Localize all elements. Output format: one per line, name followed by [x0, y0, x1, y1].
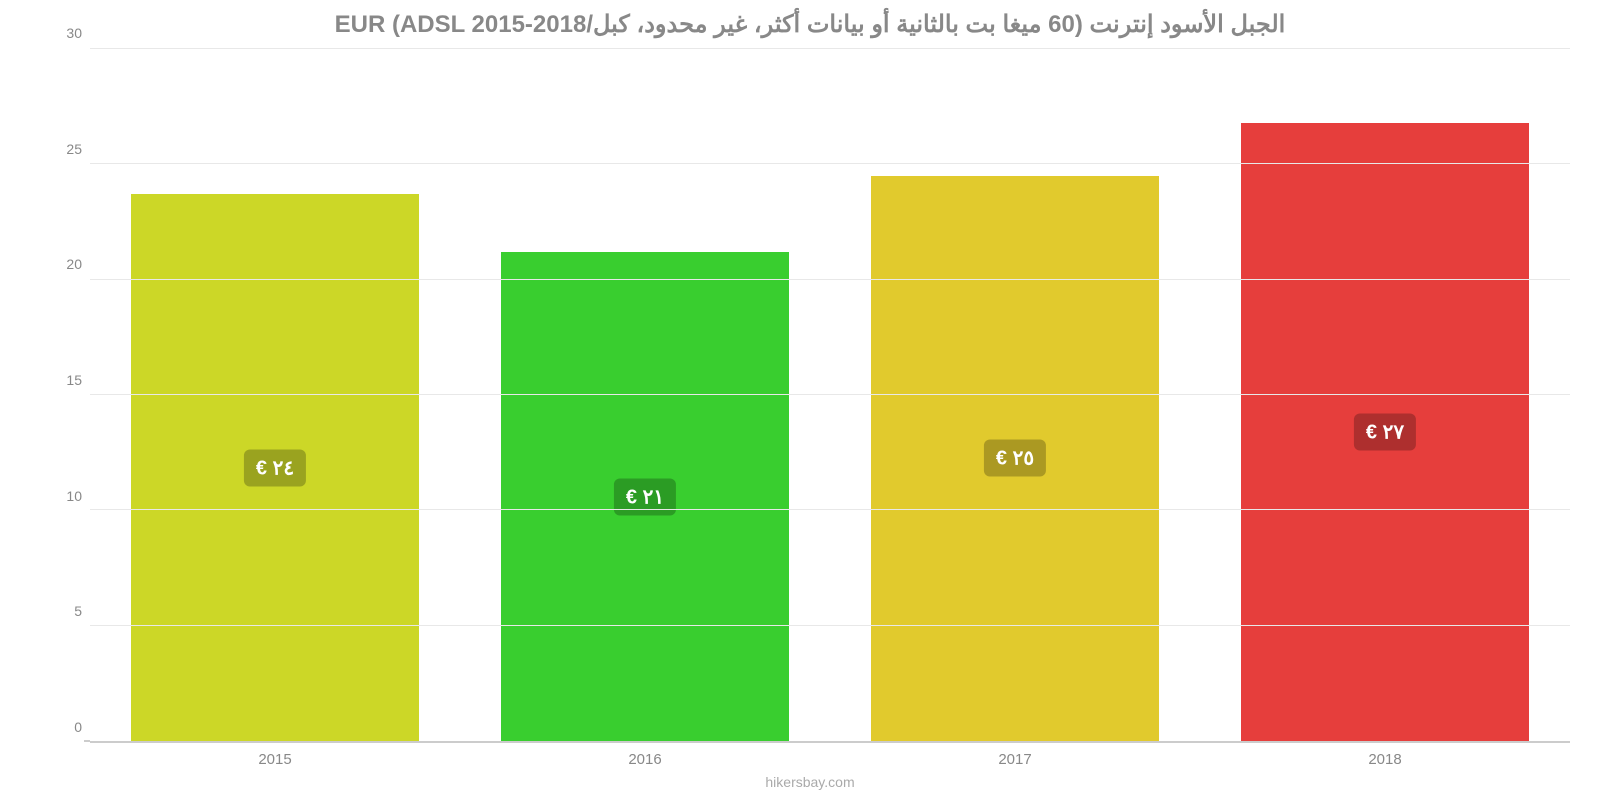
y-tick-label: 0: [74, 719, 82, 735]
x-tick-label: 2017: [830, 751, 1200, 768]
x-tick-label: 2015: [90, 751, 460, 768]
bar: ٢١ €: [501, 252, 790, 741]
y-tick-label: 30: [66, 25, 82, 41]
bar: ٢٥ €: [871, 176, 1160, 741]
bar-value-label: ٢٧ €: [1354, 413, 1416, 450]
grid-line: [90, 163, 1570, 164]
grid-line: [90, 509, 1570, 510]
x-axis: 2015201620172018: [50, 751, 1570, 768]
grid-line: [90, 48, 1570, 49]
y-tick-label: 10: [66, 488, 82, 504]
grid-area: ٢٤ € ٢١ € ٢٥ € ٢٧ €: [90, 49, 1570, 743]
bar-slot: ٢١ €: [460, 49, 830, 741]
x-tick-label: 2018: [1200, 751, 1570, 768]
x-tick-label: 2016: [460, 751, 830, 768]
bar-slot: ٢٤ €: [90, 49, 460, 741]
chart-title: الجبل الأسود إنترنت (60 ميغا بت بالثانية…: [50, 10, 1570, 39]
grid-line: [90, 625, 1570, 626]
bars-row: ٢٤ € ٢١ € ٢٥ € ٢٧ €: [90, 49, 1570, 741]
y-tick-label: 25: [66, 141, 82, 157]
y-tick-label: 5: [74, 603, 82, 619]
chart-footer: hikersbay.com: [50, 774, 1570, 790]
bar-slot: ٢٧ €: [1200, 49, 1570, 741]
grid-line: [90, 394, 1570, 395]
y-tick-label: 15: [66, 372, 82, 388]
bar: ٢٤ €: [131, 194, 420, 741]
bar-value-label: ٢٤ €: [244, 449, 306, 486]
bar: ٢٧ €: [1241, 123, 1530, 741]
bar-value-label: ٢٥ €: [984, 440, 1046, 477]
chart-container: الجبل الأسود إنترنت (60 ميغا بت بالثانية…: [0, 0, 1600, 800]
plot-area: 051015202530 ٢٤ €٢١ €٢٥ €٢٧ €: [50, 49, 1570, 743]
grid-line: [90, 279, 1570, 280]
y-tick-label: 20: [66, 256, 82, 272]
bar-slot: ٢٥ €: [830, 49, 1200, 741]
y-axis: 051015202530: [50, 49, 90, 743]
